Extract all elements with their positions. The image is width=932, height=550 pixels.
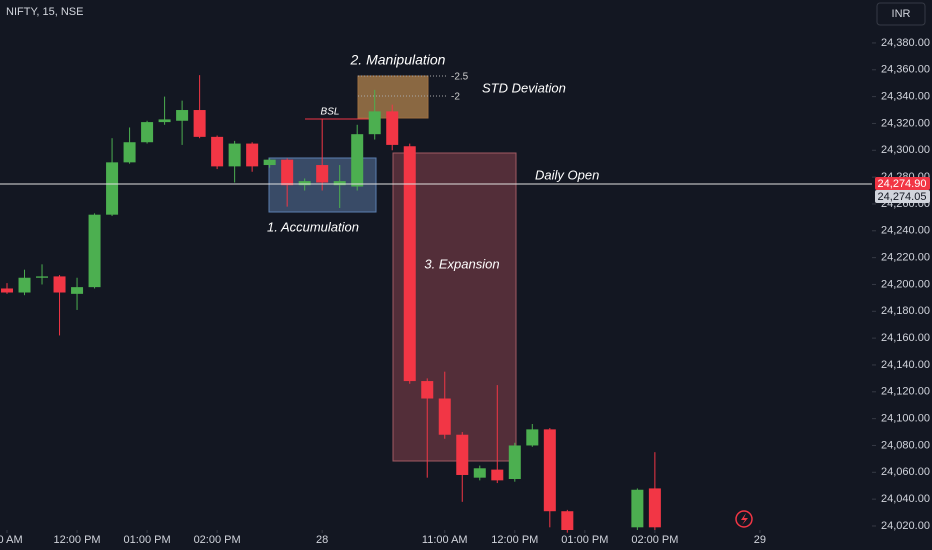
candle-body [123, 142, 136, 163]
y-tick-label: 24,040.00 [881, 493, 930, 505]
candle-body [176, 110, 189, 121]
y-tick-label: 24,120.00 [881, 386, 930, 398]
candle-body [351, 134, 364, 187]
candle-body [141, 122, 154, 143]
x-tick-label: 01:00 PM [124, 534, 171, 546]
currency-box[interactable] [876, 2, 926, 26]
candle-body [88, 214, 101, 288]
candle-body [228, 143, 241, 167]
y-tick-label: 24,180.00 [881, 305, 930, 317]
icon-bolt [741, 513, 748, 525]
candle-body [298, 181, 311, 186]
candle-body [368, 111, 381, 135]
candle-body [71, 287, 84, 294]
x-tick-label: 00 AM [0, 534, 23, 546]
y-tick-label: 24,060.00 [881, 466, 930, 478]
annotation: -2 [451, 92, 460, 103]
candle-body [508, 445, 521, 480]
candle-body [263, 159, 276, 166]
price-label-box [875, 176, 930, 190]
candle-body [106, 162, 119, 215]
y-tick-label: 24,340.00 [881, 91, 930, 103]
y-tick-label: 24,320.00 [881, 117, 930, 129]
candle-body [473, 468, 486, 478]
y-tick-label: 24,160.00 [881, 332, 930, 344]
candle-body [158, 119, 171, 123]
x-tick-label: 29 [754, 534, 766, 546]
y-tick-label: 24,020.00 [881, 520, 930, 532]
candle-body [403, 146, 416, 382]
y-tick-label: 24,300.00 [881, 144, 930, 156]
icon-ring [735, 510, 753, 528]
candle-body [1, 288, 14, 293]
candle-body [421, 381, 434, 399]
price-label: 24,274.05 [878, 191, 927, 203]
y-tick-label: 24,220.00 [881, 252, 930, 264]
annotation: Daily Open [535, 167, 599, 182]
candle-body [631, 489, 644, 528]
candle-body [491, 469, 504, 481]
candle-body [316, 165, 329, 183]
x-tick-label: 01:00 PM [561, 534, 608, 546]
y-tick-label: 24,200.00 [881, 278, 930, 290]
annotation: BSL [321, 107, 340, 118]
x-tick-label: 12:00 PM [491, 534, 538, 546]
candle-body [36, 276, 49, 278]
annotation: 2. Manipulation [350, 52, 446, 68]
price-label: 24,274.90 [878, 178, 927, 190]
y-tick-label: 24,380.00 [881, 37, 930, 49]
x-tick-label: 02:00 PM [631, 534, 678, 546]
x-tick-label: 11:00 AM [422, 534, 468, 546]
candle-body [246, 143, 259, 167]
price-label-box [875, 189, 930, 203]
annotation: 1. Accumulation [267, 219, 359, 234]
candle-body [53, 276, 66, 293]
y-tick-label: 24,080.00 [881, 439, 930, 451]
plot-area [1, 75, 661, 533]
candle-body [456, 434, 469, 475]
annotation: 3. Expansion [424, 256, 499, 271]
x-tick-label: 28 [316, 534, 328, 546]
x-tick-label: 02:00 PM [194, 534, 241, 546]
symbol-header: NIFTY, 15, NSE [6, 6, 83, 18]
candle-body [281, 159, 294, 186]
annotation: STD Deviation [482, 80, 566, 95]
candle-body [543, 429, 556, 512]
candle-body [648, 488, 661, 528]
annotation: -2.5 [451, 72, 469, 83]
lightning-icon[interactable] [735, 510, 753, 528]
candle-body [193, 110, 206, 137]
candle-body [561, 511, 574, 530]
currency: INR [892, 8, 911, 20]
candle-body [18, 277, 31, 293]
manipulation-box [357, 75, 429, 119]
candle-body [211, 136, 224, 167]
y-tick-label: 24,100.00 [881, 413, 930, 425]
candle-body [333, 181, 346, 186]
y-tick-label: 24,360.00 [881, 64, 930, 76]
y-tick-label: 24,240.00 [881, 225, 930, 237]
y-tick-label: 24,140.00 [881, 359, 930, 371]
x-tick-label: 12:00 PM [53, 534, 100, 546]
candle-body [438, 398, 451, 435]
candle-body [386, 111, 399, 145]
candle-body [526, 429, 539, 446]
